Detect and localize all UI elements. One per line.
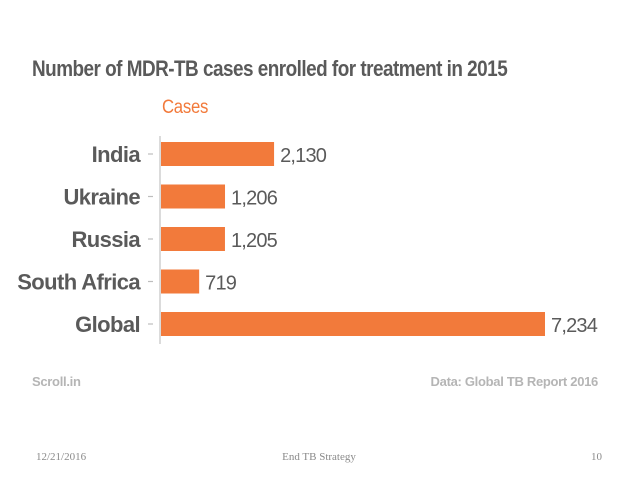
value-label: 2,130 [280,145,327,167]
category-label: India [92,142,142,167]
value-label: 719 [205,273,237,295]
value-label: 1,205 [231,230,278,252]
bar [161,312,545,336]
category-label: Russia [71,227,141,252]
series-label-cases: Cases [162,97,209,118]
category-label: South Africa [17,270,141,295]
bar [161,227,225,251]
bar [161,184,226,209]
footer-title: End TB Strategy [282,451,356,463]
chart-title: Number of MDR-TB cases enrolled for trea… [32,56,508,81]
data-source: Data: Global TB Report 2016 [430,374,599,389]
value-label: 7,234 [551,315,598,337]
footer-date: 12/21/2016 [36,451,87,463]
category-label: Ukraine [63,185,140,210]
page-number: 10 [591,451,602,463]
bar [161,142,275,166]
category-label: Global [75,312,140,337]
value-label: 1,206 [231,188,278,210]
source-credit: Scroll.in [32,374,81,389]
bar [161,269,200,294]
